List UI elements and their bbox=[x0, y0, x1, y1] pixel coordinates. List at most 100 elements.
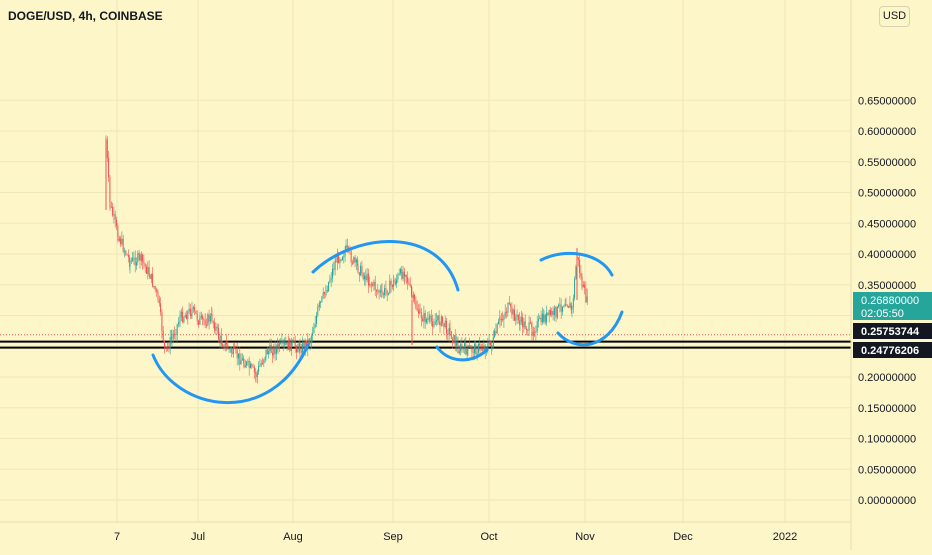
candle-body bbox=[535, 331, 537, 333]
candle-body bbox=[552, 311, 554, 316]
candle-body bbox=[362, 273, 364, 280]
candle-body bbox=[358, 272, 360, 276]
candle-body bbox=[471, 347, 473, 352]
candle-body bbox=[457, 344, 459, 354]
candle-body bbox=[452, 338, 454, 343]
candle-body bbox=[329, 279, 331, 282]
candle-body bbox=[231, 352, 233, 354]
candle-body bbox=[227, 344, 229, 350]
candle-body bbox=[203, 319, 205, 321]
candle-body bbox=[560, 304, 562, 312]
candle-body bbox=[289, 339, 291, 351]
candle-body bbox=[568, 306, 570, 308]
candle-body bbox=[353, 257, 355, 263]
price-tick-label: 0.10000000 bbox=[858, 434, 916, 446]
candle-body bbox=[514, 309, 515, 321]
candle-body bbox=[150, 273, 152, 279]
price-tick-label: 0.50000000 bbox=[858, 188, 916, 200]
candle-body bbox=[202, 315, 204, 320]
candle-body bbox=[216, 326, 218, 328]
candle-body bbox=[138, 253, 140, 255]
candle-body bbox=[206, 324, 207, 326]
candle-body bbox=[284, 343, 285, 345]
candle-body bbox=[157, 290, 159, 294]
candle-body bbox=[364, 275, 365, 280]
candle-body bbox=[556, 306, 558, 318]
candle-body bbox=[187, 311, 189, 320]
candle-body bbox=[379, 290, 381, 293]
candle-body bbox=[125, 250, 127, 255]
candle-body bbox=[529, 322, 531, 324]
candle-body bbox=[404, 274, 406, 277]
candle-body bbox=[520, 317, 522, 322]
candle-body bbox=[314, 323, 316, 328]
candle-body bbox=[563, 306, 565, 308]
candle-body bbox=[297, 349, 299, 353]
candle-body bbox=[340, 259, 342, 261]
candle-body bbox=[322, 292, 324, 297]
candle-body bbox=[570, 303, 572, 310]
candle-body bbox=[401, 269, 403, 280]
candle-body bbox=[360, 265, 362, 276]
candle-body bbox=[211, 314, 213, 322]
time-tick-label: Jul bbox=[191, 531, 205, 543]
trend-annotation-arc bbox=[435, 345, 489, 362]
candle-body bbox=[361, 265, 363, 274]
candle-body bbox=[184, 314, 186, 318]
candle-body bbox=[264, 357, 266, 360]
candle-body bbox=[479, 345, 481, 350]
candle-body bbox=[397, 274, 399, 280]
candle-body bbox=[522, 317, 524, 328]
candle-body bbox=[317, 306, 319, 308]
time-tick-label: 7 bbox=[114, 531, 120, 543]
candle-body bbox=[229, 348, 231, 350]
candle-body bbox=[306, 340, 307, 349]
price-axis[interactable]: 0.00000000 0.05000000 0.10000000 0.15000000… bbox=[858, 95, 916, 507]
candle-body bbox=[532, 331, 534, 336]
candle-body bbox=[464, 343, 465, 348]
candle-body bbox=[328, 281, 330, 292]
candle-body bbox=[402, 271, 404, 280]
candle-body bbox=[108, 158, 110, 178]
candle-body bbox=[253, 367, 255, 373]
candle-body bbox=[465, 343, 467, 355]
candle-body bbox=[294, 341, 296, 348]
candle-body bbox=[113, 214, 115, 216]
candle-body bbox=[300, 351, 302, 353]
candle-body bbox=[480, 349, 482, 351]
candle-body bbox=[320, 301, 322, 303]
candle-body bbox=[214, 322, 216, 331]
candle-body bbox=[179, 317, 181, 322]
candle-body bbox=[566, 305, 568, 307]
time-axis[interactable]: 7 Jul Aug Sep Oct Nov Dec 2022 bbox=[114, 531, 797, 543]
candle-body bbox=[275, 347, 277, 354]
candle-body bbox=[165, 346, 167, 348]
candle-body bbox=[575, 266, 577, 280]
candle-body bbox=[252, 366, 254, 368]
candle-body bbox=[461, 344, 463, 350]
candle-body bbox=[412, 294, 414, 299]
candle-body bbox=[287, 341, 289, 350]
candle-body bbox=[498, 320, 499, 325]
candle-body bbox=[571, 307, 573, 310]
candle-body bbox=[215, 326, 217, 331]
candle-body bbox=[246, 361, 248, 366]
candle-body bbox=[440, 316, 442, 326]
time-tick-label: Aug bbox=[283, 531, 303, 543]
candle-body bbox=[132, 257, 134, 261]
candle-body bbox=[219, 335, 221, 341]
candle-body bbox=[487, 344, 489, 350]
candle-body bbox=[143, 261, 145, 265]
candle-body bbox=[228, 348, 230, 350]
candle-body bbox=[196, 313, 198, 321]
candle-body bbox=[238, 353, 239, 359]
candle-body bbox=[321, 296, 323, 302]
candle-body bbox=[569, 303, 571, 308]
candle-body bbox=[325, 290, 327, 295]
candle-body bbox=[466, 349, 468, 355]
candle-body bbox=[194, 306, 196, 311]
currency-button[interactable]: USD bbox=[879, 6, 910, 27]
